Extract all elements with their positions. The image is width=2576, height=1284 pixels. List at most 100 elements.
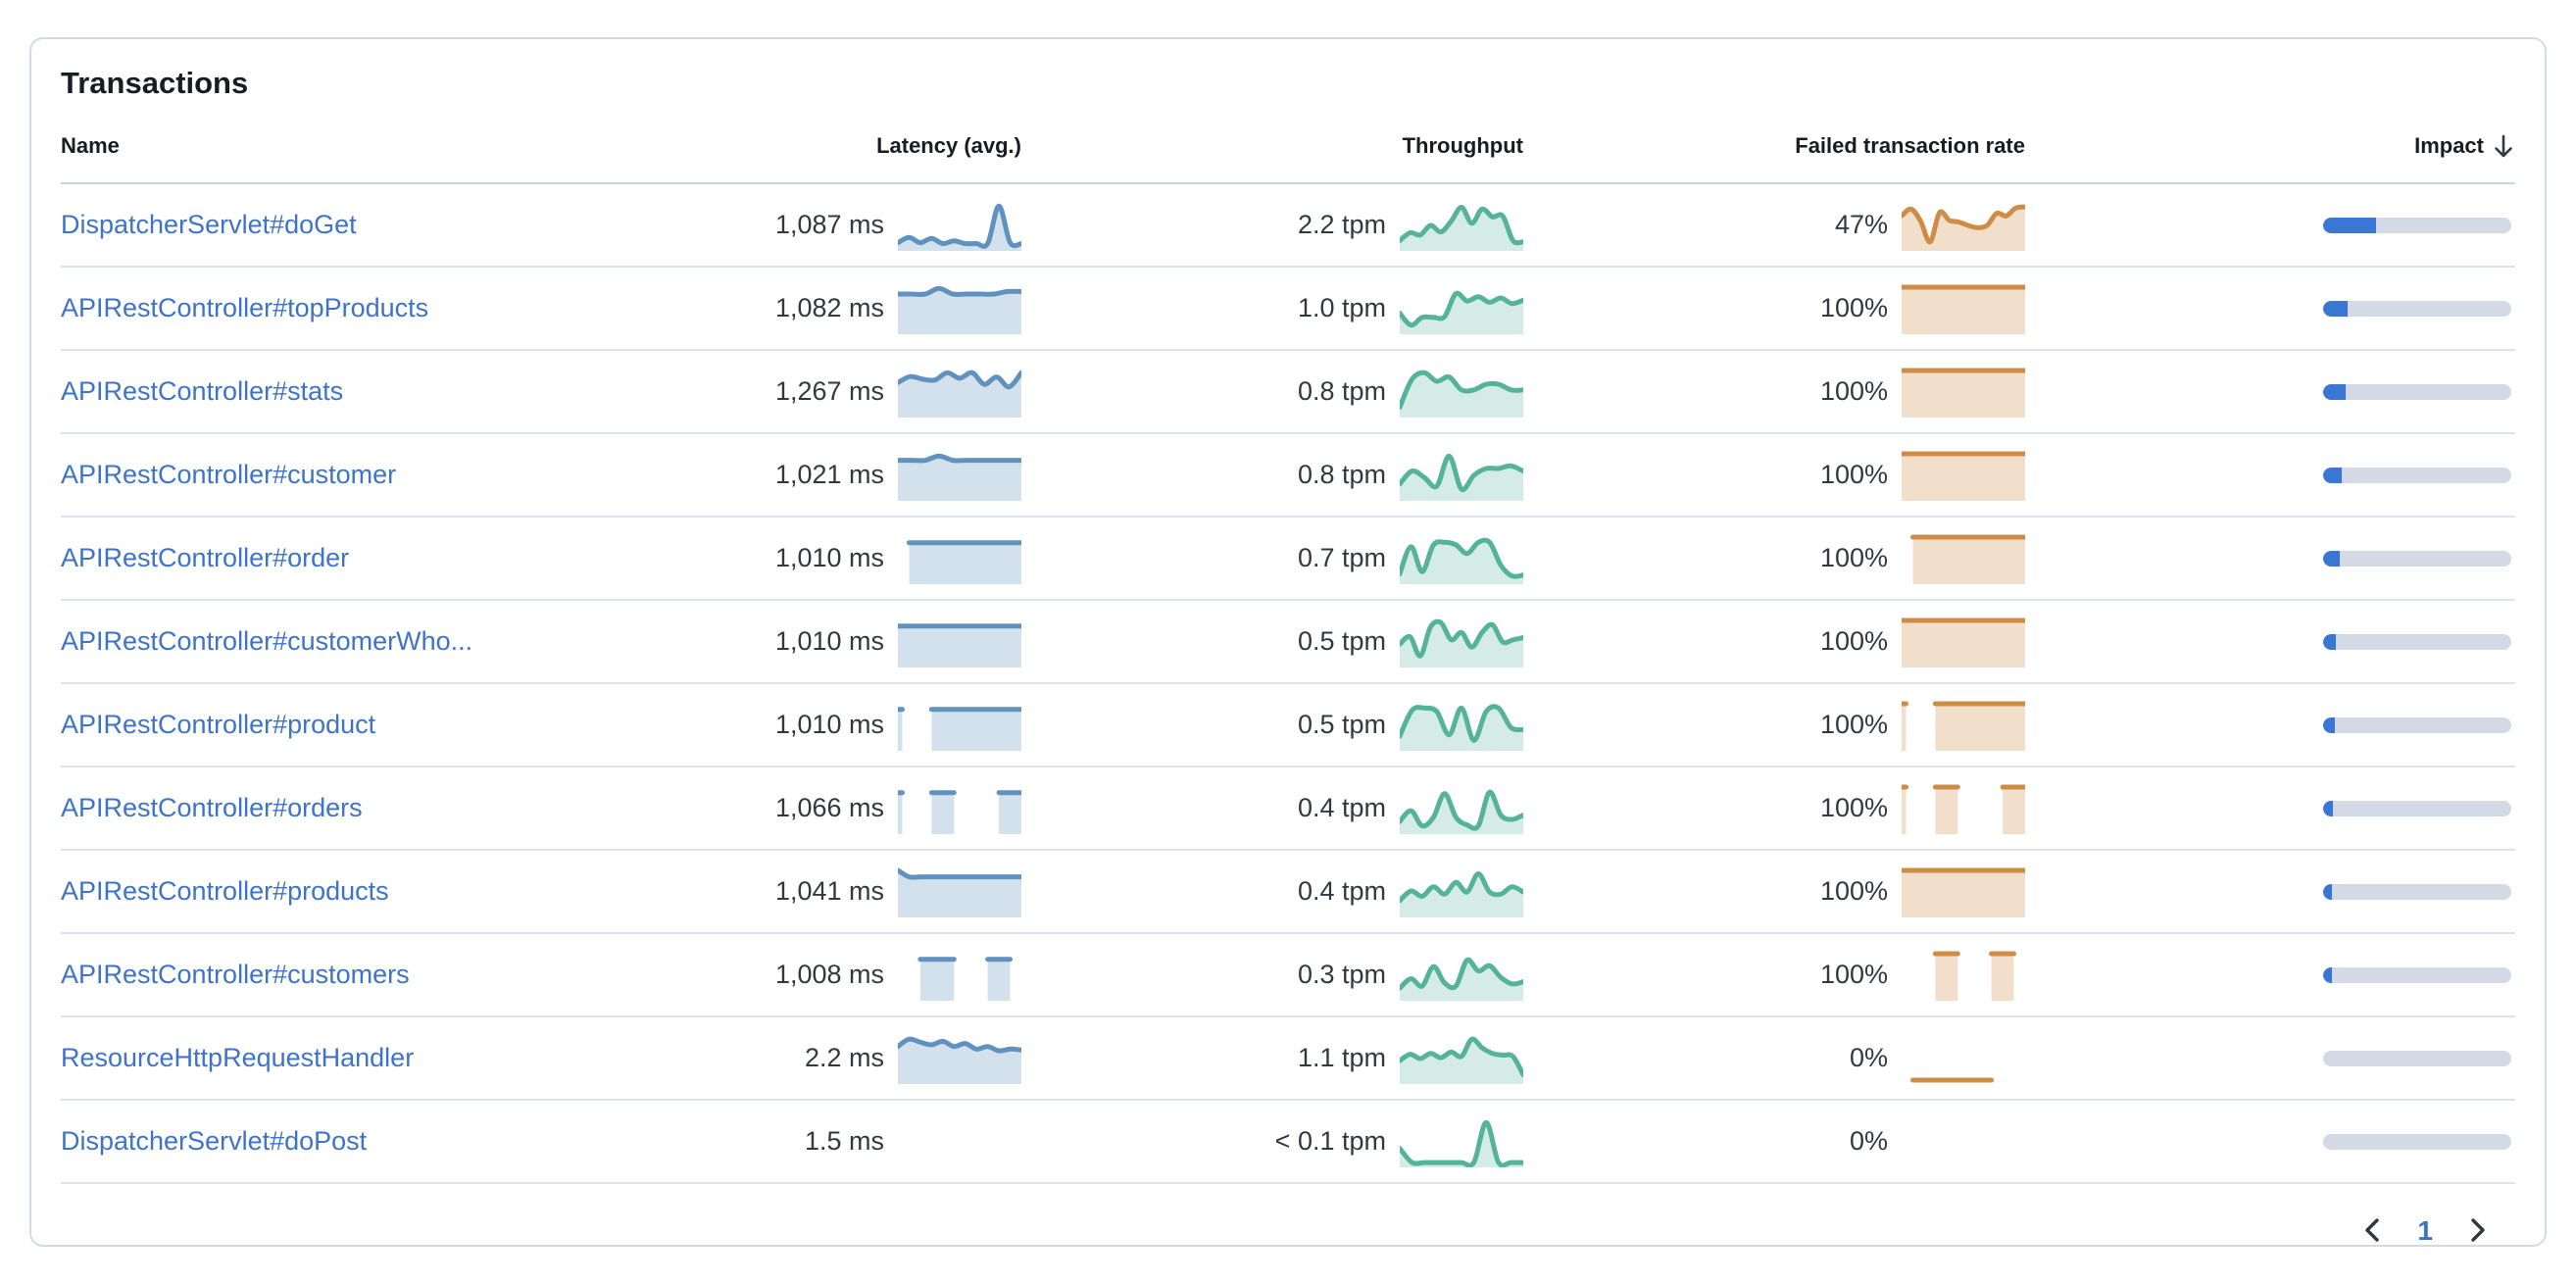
transaction-link[interactable]: APIRestController#product <box>61 710 376 739</box>
transaction-link[interactable]: APIRestController#customerWho... <box>61 626 473 656</box>
table-row: DispatcherServlet#doPost 1.5 ms < 0.1 tpm 0… <box>61 1101 2515 1184</box>
impact-cell <box>2025 716 2515 733</box>
latency-value: 1,066 ms <box>774 793 884 822</box>
column-header-latency[interactable]: Latency (avg.) <box>876 133 1021 158</box>
impact-cell <box>2025 1050 2515 1066</box>
latency-sparkline <box>898 283 1021 334</box>
table-header-row: Name Latency (avg.) Throughput Failed tr… <box>61 112 2515 184</box>
throughput-cell: 0.4 tpm <box>1021 783 1523 834</box>
latency-value: 1,008 ms <box>774 960 884 989</box>
impact-bar <box>2323 966 2511 983</box>
latency-cell: 1,010 ms <box>590 700 1021 751</box>
transactions-panel: Transactions Name Latency (avg.) Through… <box>29 37 2547 1247</box>
next-page-button[interactable] <box>2454 1209 2500 1246</box>
transaction-link[interactable]: APIRestController#order <box>61 543 350 572</box>
transaction-link[interactable]: APIRestController#orders <box>61 793 363 822</box>
name-cell: APIRestController#product <box>61 710 590 740</box>
transaction-link[interactable]: APIRestController#customer <box>61 460 397 489</box>
impact-bar-fill <box>2323 217 2376 233</box>
latency-cell: 1,267 ms <box>590 367 1021 418</box>
impact-cell <box>2025 966 2515 983</box>
failed-rate-cell: 0% <box>1523 1116 2025 1167</box>
latency-cell: 1,021 ms <box>590 450 1021 501</box>
impact-cell <box>2025 800 2515 816</box>
transaction-link[interactable]: APIRestController#customers <box>61 960 410 989</box>
column-header-impact-label: Impact <box>2414 133 2484 158</box>
previous-page-button[interactable] <box>2351 1209 2396 1245</box>
throughput-cell: 0.5 tpm <box>1021 700 1523 751</box>
column-header-failed-rate[interactable]: Failed transaction rate <box>1795 133 2025 158</box>
throughput-cell: 1.1 tpm <box>1021 1033 1523 1084</box>
failed-rate-sparkline <box>1902 950 2025 1001</box>
table-row: ResourceHttpRequestHandler 2.2 ms 1.1 tpm 0… <box>61 1017 2515 1101</box>
impact-bar <box>2323 550 2511 567</box>
name-cell: APIRestController#customer <box>61 460 590 490</box>
failed-rate-cell: 100% <box>1523 866 2025 917</box>
throughput-sparkline <box>1400 283 1523 334</box>
column-header-impact[interactable]: Impact <box>2025 133 2515 159</box>
failed-rate-value: 47% <box>1834 210 1888 239</box>
throughput-sparkline <box>1400 533 1523 584</box>
chevron-right-icon <box>2460 1213 2494 1246</box>
failed-rate-value: 100% <box>1819 876 1888 906</box>
name-cell: APIRestController#orders <box>61 793 590 823</box>
impact-bar-fill <box>2323 550 2341 567</box>
panel-title: Transactions <box>61 66 249 100</box>
failed-rate-cell: 100% <box>1523 950 2025 1001</box>
transaction-link[interactable]: DispatcherServlet#doGet <box>61 210 357 239</box>
failed-rate-sparkline <box>1902 866 2025 917</box>
latency-sparkline <box>898 200 1021 251</box>
transaction-link[interactable]: APIRestController#products <box>61 876 389 906</box>
throughput-sparkline <box>1400 1116 1523 1167</box>
table-row: DispatcherServlet#doGet 1,087 ms 2.2 tpm 47… <box>61 184 2515 268</box>
impact-bar-fill <box>2323 467 2343 483</box>
failed-rate-cell: 100% <box>1523 450 2025 501</box>
transaction-link[interactable]: APIRestController#topProducts <box>61 293 429 322</box>
latency-sparkline <box>898 866 1021 917</box>
failed-rate-sparkline <box>1902 700 2025 751</box>
impact-bar-fill <box>2323 883 2332 900</box>
throughput-value: 0.3 tpm <box>1297 960 1386 989</box>
name-cell: APIRestController#customerWho... <box>61 626 590 657</box>
column-header-throughput[interactable]: Throughput <box>1402 133 1523 158</box>
transaction-link[interactable]: DispatcherServlet#doPost <box>61 1126 368 1156</box>
latency-cell: 1,087 ms <box>590 200 1021 251</box>
latency-cell: 1.5 ms <box>590 1116 1021 1167</box>
table-row: APIRestController#stats 1,267 ms 0.8 tpm 10… <box>61 351 2515 434</box>
impact-cell <box>2025 883 2515 900</box>
impact-cell <box>2025 467 2515 483</box>
page-1-button[interactable]: 1 <box>2409 1215 2441 1245</box>
column-header-name[interactable]: Name <box>61 133 120 158</box>
impact-bar <box>2323 383 2511 400</box>
failed-rate-value: 100% <box>1819 626 1888 656</box>
table-row: APIRestController#product 1,010 ms 0.5 tpm… <box>61 684 2515 767</box>
latency-cell: 1,010 ms <box>590 533 1021 584</box>
transaction-link[interactable]: ResourceHttpRequestHandler <box>61 1043 415 1072</box>
throughput-value: 2.2 tpm <box>1297 210 1386 239</box>
throughput-value: 0.5 tpm <box>1297 710 1386 739</box>
impact-bar <box>2323 716 2511 733</box>
failed-rate-sparkline <box>1902 1116 2025 1167</box>
failed-rate-sparkline <box>1902 617 2025 667</box>
throughput-cell: 2.2 tpm <box>1021 200 1523 251</box>
latency-cell: 1,008 ms <box>590 950 1021 1001</box>
latency-value: 1.5 ms <box>804 1126 884 1156</box>
failed-rate-cell: 100% <box>1523 283 2025 334</box>
impact-cell <box>2025 633 2515 650</box>
name-cell: APIRestController#products <box>61 876 590 907</box>
latency-cell: 1,010 ms <box>590 617 1021 667</box>
table-row: APIRestController#products 1,041 ms 0.4 tp… <box>61 851 2515 934</box>
failed-rate-sparkline <box>1902 283 2025 334</box>
throughput-value: 1.1 tpm <box>1297 1043 1386 1072</box>
impact-cell <box>2025 1133 2515 1150</box>
throughput-sparkline <box>1400 200 1523 251</box>
impact-bar <box>2323 1050 2511 1066</box>
name-cell: APIRestController#order <box>61 543 590 573</box>
impact-bar-fill <box>2323 716 2335 733</box>
transaction-link[interactable]: APIRestController#stats <box>61 376 344 406</box>
sort-descending-icon <box>2492 133 2515 159</box>
name-cell: APIRestController#customers <box>61 960 590 990</box>
table-row: APIRestController#customer 1,021 ms 0.8 tp… <box>61 434 2515 518</box>
throughput-cell: 1.0 tpm <box>1021 283 1523 334</box>
impact-bar <box>2323 217 2511 233</box>
